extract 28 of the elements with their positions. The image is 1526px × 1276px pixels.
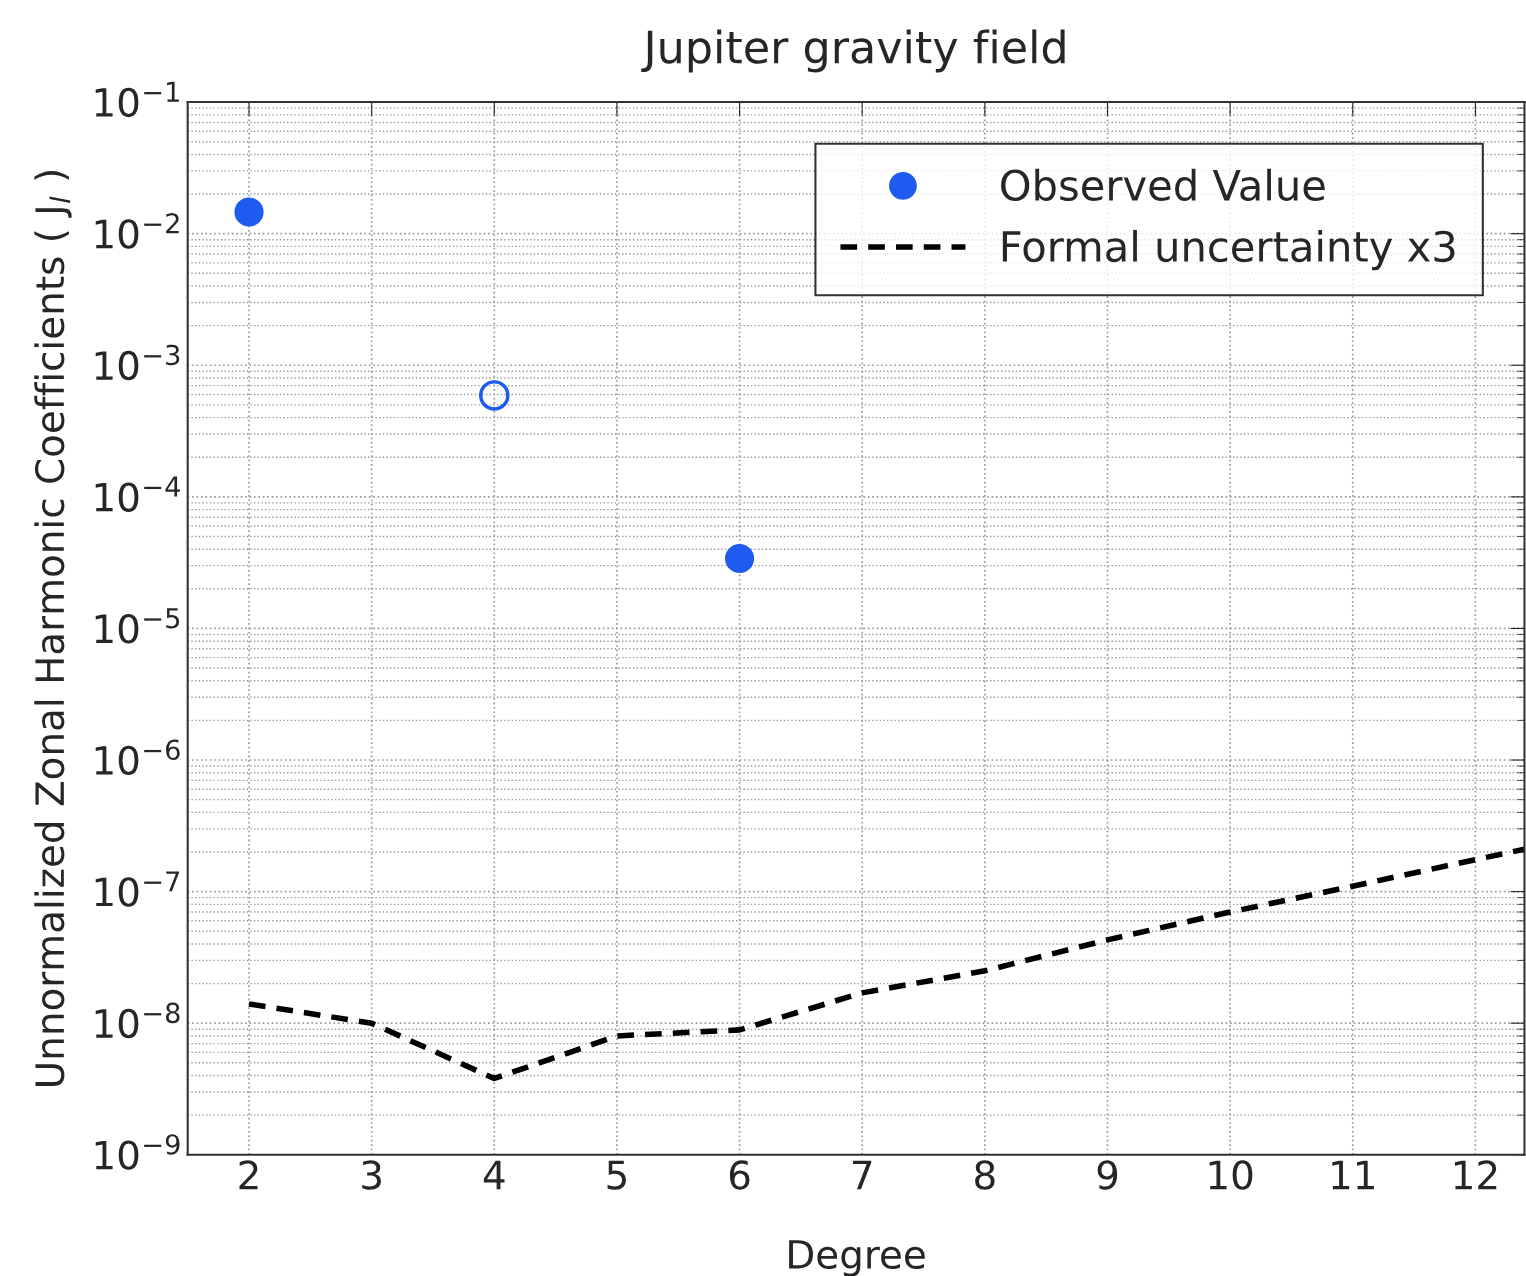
- legend-label: Formal uncertainty x3: [1002, 229, 1455, 271]
- x-tick-label: 5: [607, 1160, 626, 1190]
- point: [725, 543, 755, 574]
- point: [234, 197, 264, 227]
- point: [479, 380, 510, 411]
- y-tick-label: 10$^{−3}$: [95, 344, 180, 381]
- x-tick-label: 4: [483, 1160, 505, 1190]
- y-tick-label: 10$^{−2}$: [95, 213, 179, 249]
- y-axis-title: Unnormalized Zonal Harmonic Coefficients ( J$_{l}$ ): [34, 171, 72, 1086]
- y-tick-label: 10$^{−6}$: [95, 739, 180, 776]
- x-tick-label: 6: [729, 1160, 750, 1190]
- x-tick-label: 9: [1097, 1160, 1118, 1190]
- y-tick-label: 10$^{−8}$: [95, 1002, 180, 1039]
- x-tick-label: 8: [975, 1160, 995, 1190]
- y-tick-label: 10$^{−5}$: [95, 608, 180, 644]
- x-axis-title: Degree: [789, 1240, 925, 1276]
- y-tick-label: 10$^{−7}$: [95, 871, 180, 907]
- y-tick-label: 10$^{−4}$: [95, 476, 180, 512]
- y-tick-label: 10$^{−9}$: [95, 1134, 180, 1170]
- x-tick-label: 3: [362, 1160, 381, 1190]
- chart-title: Jupiter gravity field: [641, 29, 1065, 73]
- x-tick-label: 10: [1209, 1160, 1253, 1190]
- y-tick-label: 10$^{−1}$: [95, 81, 179, 118]
- x-tick-label: 7: [853, 1160, 872, 1190]
- x-tick-label: 2: [239, 1160, 258, 1190]
- x-tick-label: 11: [1332, 1160, 1374, 1190]
- legend-label: Observed Value: [1001, 168, 1325, 201]
- x-tick-label: 12: [1454, 1160, 1497, 1190]
